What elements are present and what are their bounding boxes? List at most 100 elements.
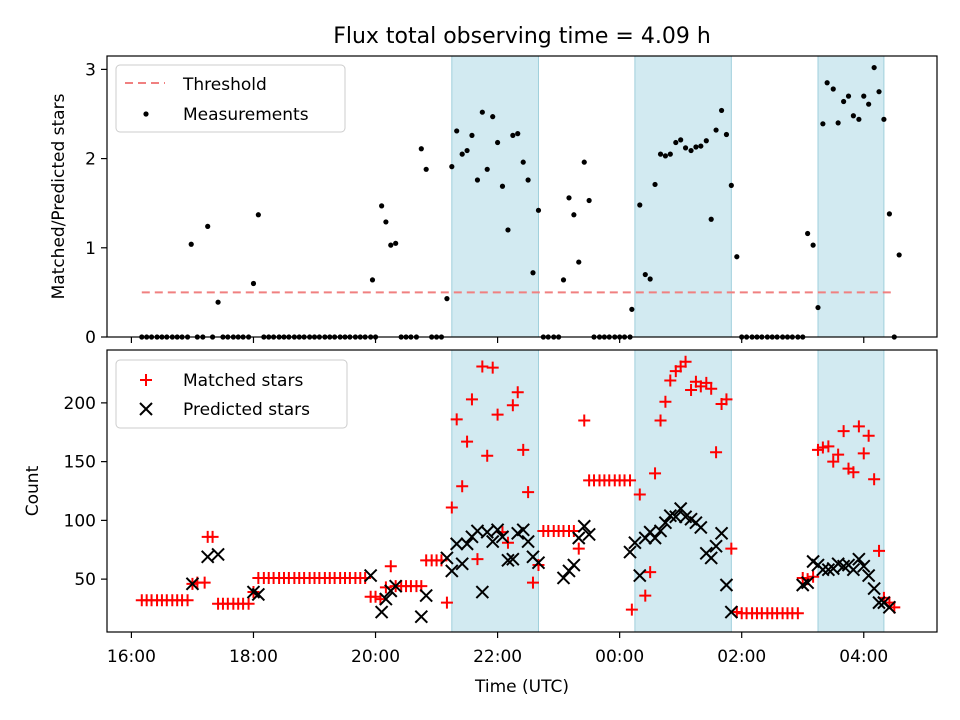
matched-star-point <box>491 408 504 421</box>
measurement-point <box>718 107 725 114</box>
matched-star-point <box>181 594 194 607</box>
measurement-point <box>255 212 261 218</box>
measurement-point <box>688 147 694 154</box>
matched-star-point <box>664 374 677 387</box>
predicted-star-point <box>836 559 851 573</box>
predicted-star-point <box>521 534 535 549</box>
measurement-point <box>708 216 714 222</box>
matched-star-point <box>471 553 484 566</box>
x-tick-label: 04:00 <box>839 647 888 667</box>
predicted-star-point <box>480 525 494 539</box>
measurement-point <box>824 80 830 86</box>
ratio-x-ticks <box>130 337 865 343</box>
predicted-star-point <box>658 516 673 530</box>
matched-star-point <box>481 449 494 462</box>
predicted-star-point <box>419 588 433 603</box>
predicted-star-point <box>628 535 642 550</box>
measurement-point <box>520 159 526 165</box>
matched-star-point <box>847 466 860 479</box>
measurement-point <box>629 306 635 312</box>
measurement-point <box>698 143 704 149</box>
matched-star-point <box>659 395 672 408</box>
predicted-star-point <box>872 595 886 610</box>
measurement-point <box>566 195 572 201</box>
legend-measurement-swatch <box>143 111 149 117</box>
matched-star-point <box>465 393 478 406</box>
measurement-point <box>379 203 385 209</box>
measurement-point <box>560 277 567 283</box>
predicted-star-point <box>185 577 200 591</box>
count-y-axis: 50 100 150 200 <box>64 394 107 590</box>
count-panel-frame <box>106 349 938 633</box>
predicted-star-point <box>861 568 876 583</box>
measurement-point <box>586 197 592 204</box>
legend-measurement-label: Measurements <box>183 105 309 125</box>
measurement-point <box>856 116 862 122</box>
measurement-point <box>841 98 847 105</box>
predicted-star-point <box>669 510 683 524</box>
x-tick-label: 02:00 <box>717 647 766 667</box>
y-tick-label: 150 <box>64 453 96 473</box>
ratio-y-axis: 0 1 2 3 <box>85 60 107 348</box>
measurement-point <box>734 254 740 260</box>
ratio-panel: 0 1 2 3 Matched/Predicted stars Threshold Me… <box>49 55 938 348</box>
matched-star-point <box>710 446 723 459</box>
measurement-point <box>713 127 719 133</box>
y-tick-label: 3 <box>85 60 96 80</box>
measurement-point <box>693 144 699 150</box>
matched-star-point <box>705 382 718 395</box>
matched-star-point <box>486 361 499 374</box>
count-panel: 50 100 150 200 16:00 18:00 20:00 22:00 00:00 02:… <box>23 349 938 667</box>
legend-matched-label: Matched stars <box>183 371 303 391</box>
x-tick-label: 00:00 <box>595 647 644 667</box>
measurement-point <box>530 270 536 276</box>
predicted-star-point <box>556 571 571 585</box>
matched-star-point <box>654 414 667 427</box>
y-tick-label: 0 <box>85 328 96 348</box>
measurement-point <box>510 132 516 138</box>
matched-star-point <box>837 425 850 438</box>
measurement-point <box>881 116 887 122</box>
measurement-point <box>845 93 852 99</box>
x-tick-label: 20:00 <box>351 647 400 667</box>
matched-star-point <box>567 524 580 537</box>
measurement-point <box>215 299 221 305</box>
measurement-point <box>484 166 490 172</box>
matched-star-point <box>578 414 591 427</box>
predicted-star-point <box>440 551 454 565</box>
measurement-point <box>515 131 521 137</box>
measurement-point <box>388 242 394 248</box>
measurement-point <box>703 138 709 144</box>
matched-star-point <box>685 383 698 396</box>
matched-star-point <box>679 355 692 368</box>
matched-star-point <box>822 440 835 453</box>
matched-star-point <box>852 420 865 433</box>
measurement-point <box>652 181 658 188</box>
measurement-point <box>383 219 389 225</box>
matched-star-point <box>816 441 829 454</box>
measurement-point <box>820 121 826 127</box>
count-y-axis-label: Count <box>23 465 43 516</box>
matched-star-point <box>374 593 387 606</box>
matched-star-point <box>832 448 845 461</box>
matched-star-point <box>725 542 738 555</box>
predicted-star-point <box>460 537 474 551</box>
predicted-star-point <box>363 568 378 583</box>
measurement-point <box>581 159 587 165</box>
observing-windows-top <box>451 56 885 337</box>
matched-star-point <box>827 455 840 468</box>
measurement-point <box>459 151 465 157</box>
predicted-star-point <box>200 550 215 564</box>
matched-star-point <box>633 488 646 501</box>
measurement-point <box>805 230 811 237</box>
predicted-star-point <box>572 531 586 545</box>
predicted-star-point <box>800 575 815 590</box>
matched-star-point <box>511 386 524 399</box>
predicted-star-point <box>653 524 668 538</box>
matched-star-point <box>461 435 474 448</box>
x-tick-label: 22:00 <box>473 647 522 667</box>
measurement-point <box>571 212 577 218</box>
matched-star-point <box>624 474 637 487</box>
predicted-star-point <box>485 534 500 549</box>
